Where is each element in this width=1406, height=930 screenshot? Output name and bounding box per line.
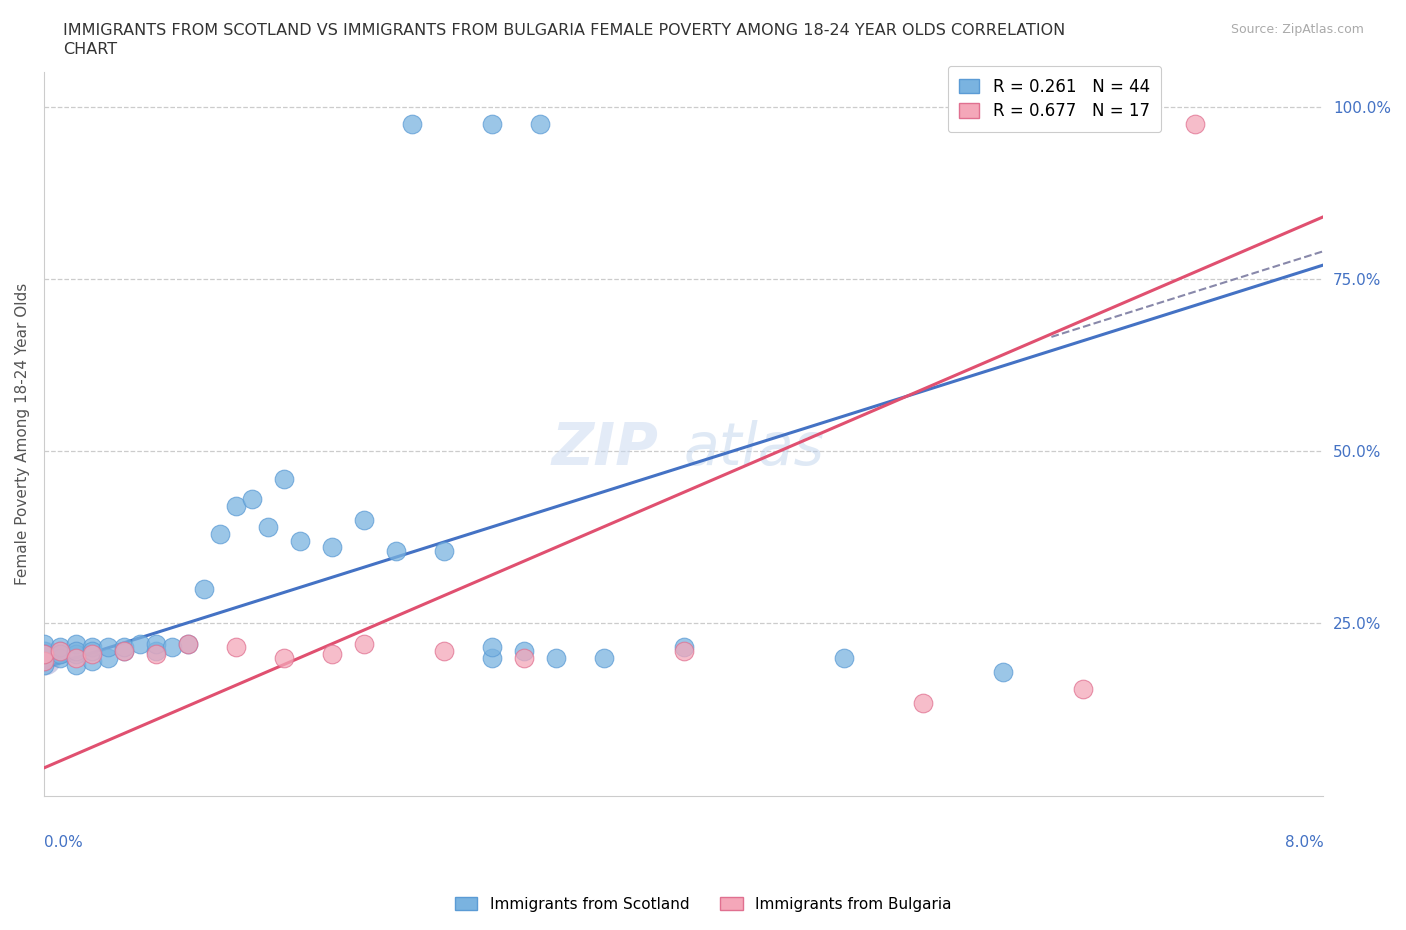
Point	[433, 543, 456, 558]
Point	[193, 581, 215, 596]
Point	[65, 636, 87, 651]
Point	[401, 116, 423, 131]
Point	[112, 644, 135, 658]
Legend: R = 0.261   N = 44, R = 0.677   N = 17: R = 0.261 N = 44, R = 0.677 N = 17	[948, 66, 1161, 132]
Point	[592, 650, 614, 665]
Point	[32, 654, 55, 669]
Point	[65, 647, 87, 662]
Point	[353, 512, 375, 527]
Point	[1073, 682, 1095, 697]
Point	[32, 644, 55, 658]
Point	[112, 644, 135, 658]
Point	[177, 636, 200, 651]
Point	[240, 492, 263, 507]
Point	[273, 650, 295, 665]
Point	[672, 640, 695, 655]
Point	[32, 650, 55, 665]
Point	[49, 640, 72, 655]
Point	[80, 644, 103, 658]
Point	[32, 636, 55, 651]
Point	[512, 650, 534, 665]
Point	[529, 116, 551, 131]
Point	[225, 640, 247, 655]
Point	[177, 636, 200, 651]
Point	[321, 540, 343, 555]
Text: CHART: CHART	[63, 42, 117, 57]
Point	[32, 654, 55, 669]
Text: IMMIGRANTS FROM SCOTLAND VS IMMIGRANTS FROM BULGARIA FEMALE POVERTY AMONG 18-24 : IMMIGRANTS FROM SCOTLAND VS IMMIGRANTS F…	[63, 23, 1066, 38]
Point	[273, 472, 295, 486]
Legend: Immigrants from Scotland, Immigrants from Bulgaria: Immigrants from Scotland, Immigrants fro…	[449, 890, 957, 918]
Point	[256, 519, 278, 534]
Point	[160, 640, 183, 655]
Point	[145, 647, 167, 662]
Point	[512, 644, 534, 658]
Point	[97, 640, 120, 655]
Point	[80, 647, 103, 662]
Text: Source: ZipAtlas.com: Source: ZipAtlas.com	[1230, 23, 1364, 36]
Point	[288, 533, 311, 548]
Point	[32, 647, 55, 662]
Point	[112, 640, 135, 655]
Point	[49, 644, 72, 658]
Point	[1184, 116, 1206, 131]
Y-axis label: Female Poverty Among 18-24 Year Olds: Female Poverty Among 18-24 Year Olds	[15, 283, 30, 585]
Point	[321, 647, 343, 662]
Point	[481, 650, 503, 665]
Point	[225, 498, 247, 513]
Point	[481, 116, 503, 131]
Point	[49, 647, 72, 662]
Text: 8.0%: 8.0%	[1285, 835, 1323, 850]
Point	[145, 636, 167, 651]
Point	[993, 664, 1015, 679]
Point	[49, 650, 72, 665]
Text: ZIP: ZIP	[551, 419, 658, 477]
Point	[208, 526, 231, 541]
Point	[384, 543, 406, 558]
Point	[481, 640, 503, 655]
Point	[32, 647, 55, 662]
Point	[80, 640, 103, 655]
Point	[912, 695, 935, 710]
Point	[128, 636, 150, 651]
Point	[433, 644, 456, 658]
Point	[97, 650, 120, 665]
Point	[832, 650, 855, 665]
Point	[544, 650, 567, 665]
Text: atlas: atlas	[683, 419, 824, 477]
Point	[145, 644, 167, 658]
Point	[32, 658, 55, 672]
Point	[353, 636, 375, 651]
Point	[80, 654, 103, 669]
Point	[65, 658, 87, 672]
Point	[49, 644, 72, 658]
Text: 0.0%: 0.0%	[44, 835, 83, 850]
Point	[65, 644, 87, 658]
Point	[65, 650, 87, 665]
Point	[672, 644, 695, 658]
